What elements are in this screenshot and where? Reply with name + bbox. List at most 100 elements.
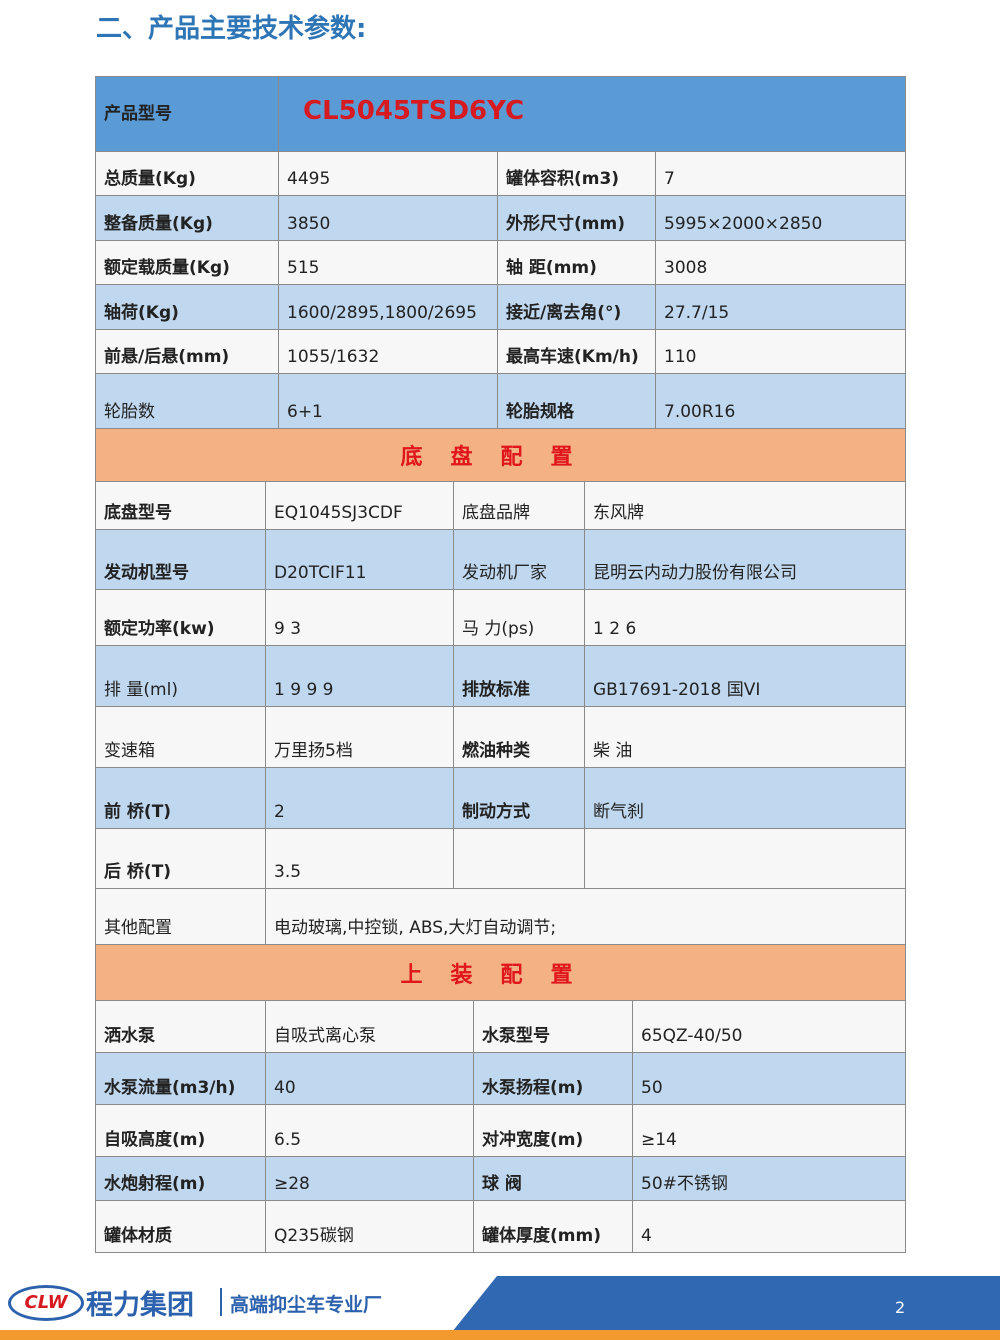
param-label: 额定载质量(Kg) [95,240,279,285]
param-value: 515 [278,240,498,285]
param-value: ≥14 [631,1104,907,1157]
param-label: 水泵流量(m3/h) [95,1052,266,1105]
table-row: 水炮射程(m) ≥28 球 阀 50#不锈钢 [95,1156,907,1201]
param-label: 排 量(ml) [95,645,266,707]
table-row: 自吸高度(m) 6.5 对冲宽度(m) ≥14 [95,1104,907,1157]
param-value: EQ1045SJ3CDF [265,481,454,530]
param-label: 对冲宽度(m) [473,1104,633,1157]
divider [220,1288,222,1316]
param-value: 5995×2000×2850 [654,195,907,241]
param-label: 球 阀 [473,1156,633,1201]
table-row: 总质量(Kg) 4495 罐体容积(m3) 7 [95,151,907,196]
page-number: 2 [895,1298,906,1317]
param-value: 万里扬5档 [265,706,454,768]
brand-name: 程力集团 [86,1290,194,1321]
param-label: 罐体容积(m3) [497,151,656,196]
param-value: 东风牌 [583,481,907,530]
param-value: 40 [265,1052,474,1105]
param-value: 6+1 [278,373,498,429]
param-label: 其他配置 [95,888,266,945]
param-label: 接近/离去角(°) [497,284,656,330]
param-label: 自吸高度(m) [95,1104,266,1157]
model-value: CL5045TSD6YC [277,76,907,152]
table-row: 轮胎数 6+1 轮胎规格 7.00R16 [95,373,907,429]
table-row: 其他配置 电动玻璃,中控锁, ABS,大灯自动调节; [95,888,907,945]
table-row: 罐体材质 Q235碳钢 罐体厚度(mm) 4 [95,1200,907,1253]
param-label: 后 桥(T) [95,828,266,889]
param-label: 整备质量(Kg) [95,195,279,241]
slogan: 高端抑尘车专业厂 [230,1294,383,1316]
param-label: 排放标准 [453,645,585,707]
param-label: 总质量(Kg) [95,151,279,196]
param-label: 最高车速(Km/h) [497,329,656,374]
param-value: 4495 [278,151,498,196]
param-value: 6.5 [265,1104,474,1157]
table-row: 底盘型号 EQ1045SJ3CDF 底盘品牌 东风牌 [95,481,907,530]
param-label: 马 力(ps) [453,589,585,646]
param-label [453,828,585,889]
param-value [583,828,907,889]
param-label: 额定功率(kw) [95,589,266,646]
param-value: 电动玻璃,中控锁, ABS,大灯自动调节; [264,888,907,945]
chassis-section-header: 底盘配置 [94,428,907,482]
param-value: 1055/1632 [278,329,498,374]
param-value: 1 2 6 [583,589,907,646]
param-label: 底盘型号 [95,481,266,530]
param-label: 外形尺寸(mm) [497,195,656,241]
table-row: 水泵流量(m3/h) 40 水泵扬程(m) 50 [95,1052,907,1105]
param-label: 轮胎规格 [497,373,656,429]
table-row: 后 桥(T) 3.5 [95,828,907,889]
param-value: 50#不锈钢 [631,1156,907,1201]
param-value: 昆明云内动力股份有限公司 [583,529,907,590]
param-label: 轴 距(mm) [497,240,656,285]
param-label: 水炮射程(m) [95,1156,266,1201]
table-row: 变速箱 万里扬5档 燃油种类柴 油 [95,706,907,768]
param-value: 65QZ-40/50 [631,1000,907,1053]
param-value: GB17691-2018 国VI [583,645,907,707]
table-row: 前悬/后悬(mm) 1055/1632 最高车速(Km/h) 110 [95,329,907,374]
param-label: 轮胎数 [95,373,279,429]
table-row: 前 桥(T) 2 制动方式 断气刹 [95,767,907,829]
model-label: 产品型号 [95,76,279,152]
param-value: 3.5 [265,828,454,889]
param-label: 发动机厂家 [453,529,585,590]
param-value: 27.7/15 [654,284,907,330]
table-row: 额定载质量(Kg) 515 轴 距(mm) 3008 [95,240,907,285]
param-label: 燃油种类 [453,706,585,768]
table-row: 洒水泵 自吸式离心泵 水泵型号 65QZ-40/50 [95,1000,907,1053]
param-value: D20TCIF11 [265,529,454,590]
param-value: 自吸式离心泵 [265,1000,474,1053]
param-label: 变速箱 [95,706,266,768]
param-label: 前悬/后悬(mm) [95,329,279,374]
footer-bar [0,1330,1000,1340]
param-value: ≥28 [265,1156,474,1201]
param-value: 柴 油 [583,706,907,768]
param-label: 水泵型号 [473,1000,633,1053]
param-value: 7 [654,151,907,196]
param-value: 1600/2895,1800/2695 [278,284,498,330]
param-value: 110 [654,329,907,374]
param-value: 断气刹 [583,767,907,829]
param-label: 罐体材质 [95,1200,266,1253]
param-label: 水泵扬程(m) [473,1052,633,1105]
table-row: 轴荷(Kg) 1600/2895,1800/2695 接近/离去角(°) 27.7/1… [95,284,907,330]
param-value: 3850 [278,195,498,241]
upper-section-header: 上装配置 [94,944,907,1001]
param-value: 3008 [654,240,907,285]
table-row: 排 量(ml) 1 9 9 9 排放标准 GB17691-2018 国VI [95,645,907,707]
table-row: 整备质量(Kg) 3850 外形尺寸(mm) 5995×2000×2850 [95,195,907,241]
param-value: 50 [631,1052,907,1105]
upper-table: 上装配置 洒水泵 自吸式离心泵 水泵型号 65QZ-40/50 水泵流量(m3/h) 40… [94,944,907,1253]
spec-table: 产品型号 CL5045TSD6YC 总质量(Kg) 4495 罐体容积(m3) 7 整备质… [95,76,907,429]
param-label: 制动方式 [453,767,585,829]
table-row: 发动机型号 D20TCIF11 发动机厂家 昆明云内动力股份有限公司 [95,529,907,590]
param-label: 前 桥(T) [95,767,266,829]
param-label: 底盘品牌 [453,481,585,530]
chassis-table: 底盘配置 底盘型号 EQ1045SJ3CDF 底盘品牌 东风牌 发动机型号 D20TCIF… [94,428,907,945]
param-label: 轴荷(Kg) [95,284,279,330]
clw-logo: CLW [8,1285,84,1321]
param-value: 2 [265,767,454,829]
param-label: 罐体厚度(mm) [473,1200,633,1253]
section-title: 二、产品主要技术参数: [96,14,367,44]
